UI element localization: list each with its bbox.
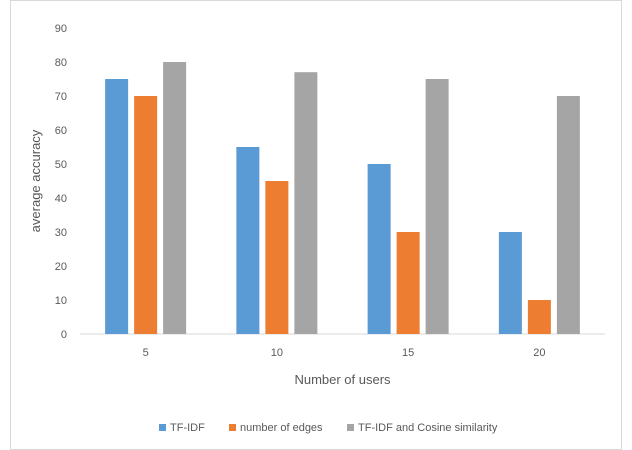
y-axis-title: average accuracy [28,129,43,232]
y-tick-label: 20 [55,261,67,273]
bar-number-of-edges-15 [397,232,420,334]
y-tick-label: 50 [55,159,67,171]
x-tick-label: 15 [402,347,414,359]
x-tick-label: 5 [143,347,149,359]
y-tick-label: 30 [55,227,67,239]
y-tick-label: 40 [55,193,67,205]
legend-label: TF-IDF and Cosine similarity [358,422,498,434]
legend-item: TF-IDF [159,422,205,434]
bar-tf-idf-and-cosine-similarity-20 [557,96,580,334]
y-tick-label: 60 [55,125,67,137]
x-tick-label: 20 [533,347,545,359]
x-axis-ticks: 5 10 15 20 [143,347,546,359]
y-tick-label: 10 [55,295,67,307]
bar-tf-idf-and-cosine-similarity-15 [426,79,449,334]
bar-tf-idf-5 [105,79,128,334]
legend-item: number of edges [229,422,323,434]
legend-swatch [159,424,166,431]
legend-swatch [347,424,354,431]
bars-group [105,62,580,334]
bar-number-of-edges-5 [134,96,157,334]
x-axis-title: Number of users [294,372,391,387]
legend-swatch [229,424,236,431]
y-tick-label: 80 [55,57,67,69]
bar-number-of-edges-20 [528,300,551,334]
bar-tf-idf-20 [499,232,522,334]
y-tick-label: 0 [61,329,67,341]
bar-tf-idf-and-cosine-similarity-10 [294,72,317,334]
x-tick-label: 10 [271,347,283,359]
legend-label: TF-IDF [170,422,205,434]
y-tick-label: 70 [55,91,67,103]
y-tick-label: 90 [55,23,67,35]
bar-tf-idf-10 [236,147,259,334]
y-axis-ticks: 0 10 20 30 40 50 60 70 80 90 [55,23,67,341]
bar-number-of-edges-10 [265,181,288,334]
legend-item: TF-IDF and Cosine similarity [347,422,498,434]
bar-tf-idf-and-cosine-similarity-5 [163,62,186,334]
legend-label: number of edges [240,422,323,434]
legend: TF-IDF number of edges TF-IDF and Cosine s… [159,422,498,434]
bar-tf-idf-15 [368,164,391,334]
